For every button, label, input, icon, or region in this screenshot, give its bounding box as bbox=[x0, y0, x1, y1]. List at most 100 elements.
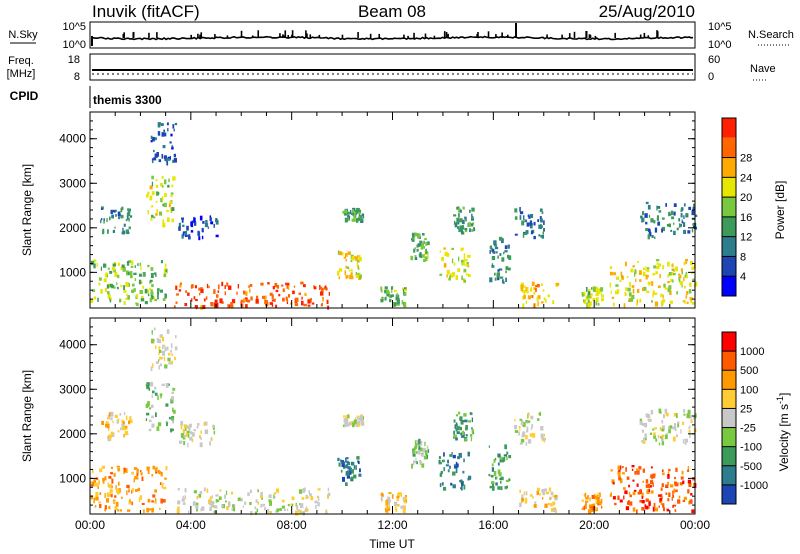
echo-cell bbox=[638, 270, 642, 275]
echo-cell bbox=[213, 510, 217, 514]
echo-cell bbox=[543, 228, 545, 232]
colorbar-tick-label: 100 bbox=[740, 384, 758, 396]
echo-cell bbox=[301, 296, 303, 300]
echo-region bbox=[453, 206, 476, 235]
echo-cell bbox=[108, 434, 113, 439]
echo-cell bbox=[585, 497, 589, 500]
echo-cell bbox=[396, 496, 400, 499]
echo-cell bbox=[459, 480, 463, 483]
echo-cell bbox=[293, 285, 296, 288]
echo-cell bbox=[215, 499, 218, 503]
echo-cell bbox=[136, 302, 139, 307]
echo-cell bbox=[687, 466, 689, 471]
echo-cell bbox=[174, 356, 176, 361]
echo-cell bbox=[173, 409, 176, 414]
echo-cell bbox=[529, 433, 533, 437]
echo-cell bbox=[188, 425, 190, 430]
echo-cell bbox=[653, 292, 658, 295]
echo-cell bbox=[499, 276, 504, 279]
echo-cell bbox=[167, 184, 170, 188]
echo-cell bbox=[465, 424, 468, 430]
echo-cell bbox=[170, 428, 172, 433]
echo-cell bbox=[642, 271, 646, 277]
colorbar-swatch bbox=[722, 465, 736, 485]
echo-cell bbox=[609, 282, 612, 288]
echo-cell bbox=[455, 428, 458, 432]
echo-cell bbox=[658, 263, 661, 267]
echo-cell bbox=[302, 488, 305, 493]
echo-cell bbox=[651, 474, 653, 480]
echo-cell bbox=[110, 472, 113, 475]
echo-cell bbox=[591, 503, 594, 507]
echo-cell bbox=[678, 276, 680, 281]
echo-cell bbox=[518, 431, 520, 436]
echo-cell bbox=[462, 419, 465, 422]
echo-cell bbox=[116, 488, 120, 494]
echo-cell bbox=[597, 492, 600, 497]
echo-cell bbox=[345, 421, 349, 427]
echo-cell bbox=[594, 495, 598, 500]
echo-cell bbox=[158, 470, 162, 475]
echo-cell bbox=[213, 430, 216, 435]
echo-cell bbox=[666, 508, 670, 512]
echo-cell bbox=[131, 283, 135, 287]
freq-tick-bottom: 8 bbox=[74, 71, 80, 83]
echo-cell bbox=[110, 411, 114, 417]
echo-cell bbox=[651, 235, 654, 238]
echo-cell bbox=[644, 422, 648, 428]
echo-cell bbox=[685, 213, 688, 216]
echo-cell bbox=[458, 452, 462, 458]
echo-cell bbox=[123, 467, 126, 472]
echo-cell bbox=[624, 490, 628, 495]
cpid-value: themis 3300 bbox=[93, 93, 162, 107]
echo-cell bbox=[494, 457, 497, 461]
echo-cell bbox=[296, 505, 299, 510]
echo-cell bbox=[100, 219, 102, 224]
echo-cell bbox=[689, 433, 691, 439]
colorbar-tick-label: 16 bbox=[740, 212, 752, 224]
echo-cell bbox=[153, 298, 158, 302]
echo-cell bbox=[242, 505, 244, 508]
echo-cell bbox=[279, 508, 282, 511]
echo-cell bbox=[661, 483, 664, 487]
colorbar-frame bbox=[721, 331, 737, 505]
echo-cell bbox=[135, 302, 138, 305]
echo-cell bbox=[128, 226, 131, 230]
colorbar-swatch bbox=[722, 177, 736, 198]
echo-cell bbox=[96, 477, 99, 481]
echo-cell bbox=[162, 344, 164, 350]
echo-cell bbox=[340, 469, 343, 473]
echo-cell bbox=[636, 468, 638, 471]
echo-cell bbox=[204, 429, 209, 435]
echo-cell bbox=[494, 246, 499, 250]
echo-cell bbox=[178, 440, 183, 444]
echo-cell bbox=[530, 230, 533, 235]
echo-cell bbox=[668, 223, 671, 228]
echo-cell bbox=[387, 492, 390, 495]
echo-cell bbox=[523, 294, 526, 299]
echo-cell bbox=[520, 282, 524, 285]
echo-cell bbox=[174, 346, 178, 351]
echo-cell bbox=[457, 208, 461, 213]
echo-cell bbox=[462, 219, 465, 225]
echo-cell bbox=[647, 267, 650, 270]
echo-cell bbox=[641, 507, 645, 511]
echo-cell bbox=[595, 496, 599, 500]
echo-cell bbox=[526, 287, 529, 292]
echo-cell bbox=[420, 254, 423, 259]
echo-cell bbox=[108, 475, 112, 479]
colorbar-swatch bbox=[722, 427, 736, 447]
echo-cell bbox=[679, 223, 681, 228]
echo-cell bbox=[552, 300, 555, 305]
echo-cell bbox=[145, 403, 149, 408]
echo-cell bbox=[534, 303, 537, 308]
echo-cell bbox=[458, 213, 460, 218]
echo-cell bbox=[181, 217, 184, 223]
echo-cell bbox=[658, 442, 661, 446]
echo-cell bbox=[629, 501, 633, 506]
echo-cell bbox=[172, 124, 175, 129]
echo-cell bbox=[231, 491, 234, 495]
echo-cell bbox=[402, 287, 404, 291]
echo-cell bbox=[171, 391, 174, 394]
